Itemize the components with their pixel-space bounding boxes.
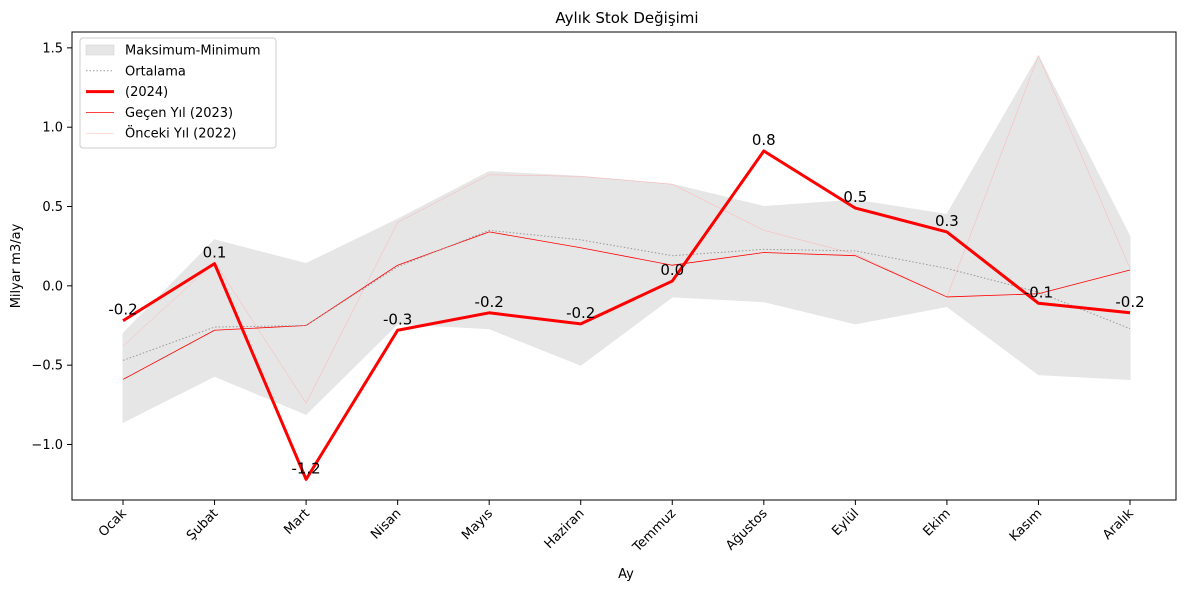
x-tick-label: Nisan	[368, 506, 404, 542]
series-line-3	[122, 55, 1131, 404]
x-tick-label: Aralık	[1100, 506, 1137, 543]
series-line-1	[122, 149, 1131, 481]
chart-title: Aylık Stok Değişimi	[555, 9, 698, 27]
legend-label: Önceki Yıl (2022)	[125, 125, 236, 142]
legend-label: Ortalama	[125, 64, 186, 79]
data-label: -0.2	[566, 304, 595, 322]
legend-box	[79, 37, 277, 149]
band-layer	[122, 54, 1131, 424]
legend-swatch	[85, 44, 115, 56]
y-tick-label: −0.5	[31, 359, 63, 374]
x-tick-label: Ekim	[920, 506, 953, 539]
data-label: -0.2	[108, 301, 137, 319]
legend-label: (2024)	[125, 85, 168, 100]
x-tick-label: Şubat	[184, 506, 221, 543]
data-label: -0.3	[383, 310, 412, 328]
plot-frame	[71, 31, 1177, 501]
x-tick-label: Eylül	[829, 506, 862, 539]
legend-label: Geçen Yıl (2023)	[125, 106, 233, 121]
data-labels-layer: -0.2 0.1 -1.2 -0.3 -0.2 -0.2 0.0 0.8 0.5 0.3 -0.1 -…	[108, 131, 1144, 477]
y-axis-title: Milyar m3/ay	[9, 223, 24, 308]
series-line-2	[122, 231, 1131, 380]
data-label: -0.2	[475, 293, 504, 311]
y-tick-label: 1.0	[42, 121, 63, 136]
data-label: -0.2	[1115, 293, 1144, 311]
series-layer	[122, 55, 1131, 481]
x-tick-label: Ocak	[96, 506, 130, 540]
legend: Maksimum-Minimum Ortalama (2024) Geçen Yıl…	[79, 37, 277, 149]
data-label: 0.5	[843, 188, 867, 206]
y-tick-label: −1.0	[31, 438, 63, 453]
legend-label: Maksimum-Minimum	[125, 44, 261, 59]
y-tick-label: 0.0	[42, 279, 63, 294]
data-label: -0.1	[1024, 283, 1053, 301]
x-tick-label: Temmuz	[630, 506, 680, 556]
y-tick-label: 0.5	[42, 200, 63, 215]
data-label: 0.8	[752, 131, 776, 149]
data-label: -1.2	[291, 459, 320, 477]
max-min-band	[122, 54, 1131, 424]
x-axis-title: Ay	[618, 567, 634, 582]
x-tick-label: Kasım	[1007, 506, 1045, 544]
data-label: 0.1	[203, 244, 227, 262]
data-label: 0.0	[660, 261, 684, 279]
x-tick-label: Mayıs	[459, 506, 496, 543]
x-tick-label: Ağustos	[723, 506, 771, 554]
x-tick-label: Haziran	[542, 506, 588, 552]
data-label: 0.3	[935, 212, 959, 230]
x-tick-label: Mart	[281, 506, 313, 538]
y-tick-label: 1.5	[42, 41, 63, 56]
